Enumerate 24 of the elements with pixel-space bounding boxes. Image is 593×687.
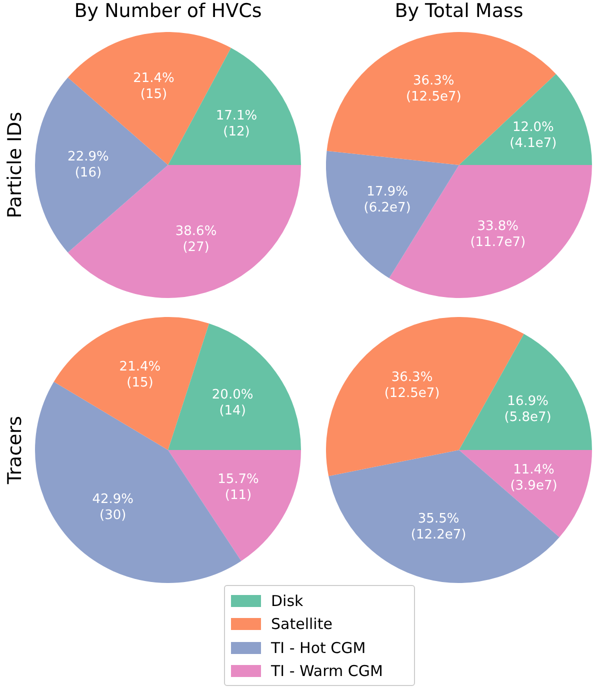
chart-title: By Total Mass — [394, 0, 524, 22]
data-label: 17.1% (12) — [216, 108, 258, 140]
chart-title: By Number of HVCs — [73, 0, 263, 22]
data-label: 11.4% (3.9e7) — [510, 462, 558, 494]
text: Tracers — [3, 414, 27, 486]
data-label: 22.9% (16) — [68, 149, 109, 180]
data-label: 16.9% (5.8e7) — [504, 394, 552, 426]
data-label: 15.7% (11) — [218, 472, 259, 504]
data-label: 33.8% (11.7e7) — [470, 219, 526, 250]
data-label: 21.4% (15) — [133, 70, 174, 102]
data-label: 42.9% (30) — [92, 492, 134, 524]
text: Particle IDs — [3, 110, 27, 220]
legend-label: Disk — [271, 592, 304, 610]
data-label: 17.9% (6.2e7) — [364, 184, 411, 216]
data-label: 35.5% (12.2e7) — [410, 512, 466, 543]
legend-label: Satellite — [271, 615, 332, 634]
data-label: 12.0% (4.1e7) — [510, 120, 557, 151]
legend-label: TI - Warm CGM — [271, 662, 383, 680]
data-label: 20.0% (14) — [212, 387, 254, 418]
data-label: 36.3% (12.5e7) — [384, 370, 440, 401]
data-label: 36.3% (12.5e7) — [406, 74, 462, 105]
data-label: 38.6% (27) — [175, 224, 217, 256]
legend-label: TI - Hot CGM — [271, 638, 366, 657]
data-label: 21.4% (15) — [119, 360, 161, 391]
